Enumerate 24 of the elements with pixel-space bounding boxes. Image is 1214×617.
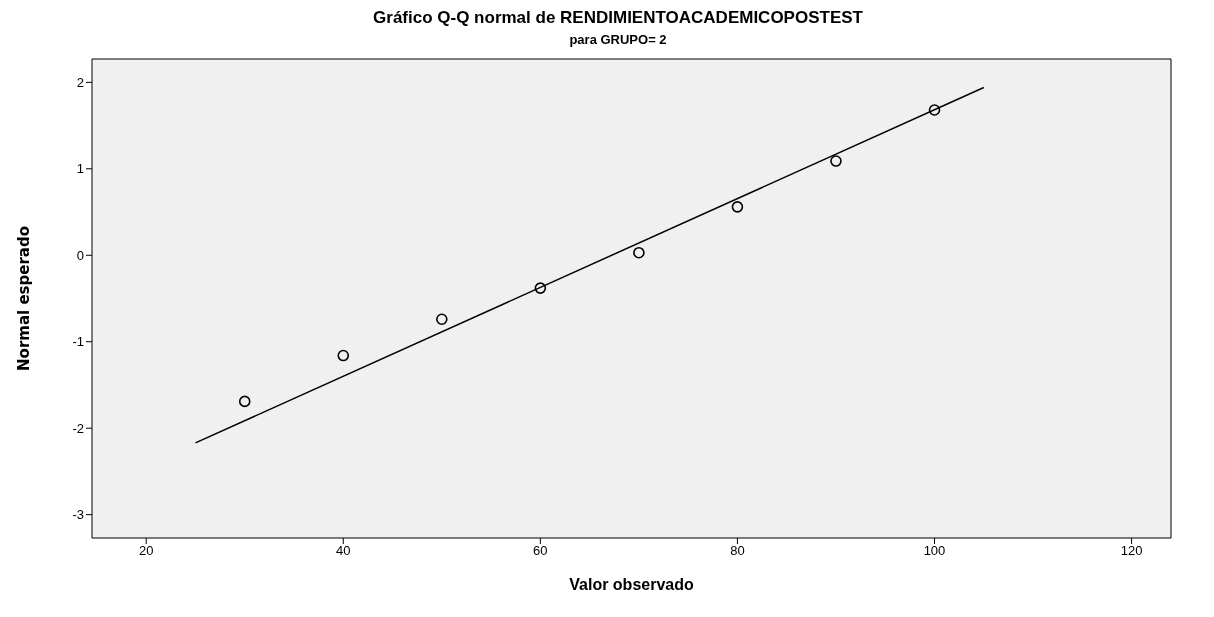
x-tick-label: 20 bbox=[138, 543, 154, 559]
point bbox=[534, 282, 547, 294]
point bbox=[238, 395, 251, 408]
x-tick-label: 120 bbox=[1120, 543, 1143, 559]
y-tick-label: -1 bbox=[72, 334, 84, 350]
x-tick-label: 60 bbox=[533, 543, 548, 559]
point bbox=[928, 104, 941, 116]
y-tick-label: 2 bbox=[76, 74, 84, 90]
y-tick-label: -2 bbox=[72, 420, 84, 436]
chart-subtitle: para GRUPO= 2 bbox=[568, 32, 668, 48]
point bbox=[436, 313, 448, 326]
y-tick-label: -3 bbox=[72, 507, 84, 523]
x-tick-label: 100 bbox=[923, 543, 946, 559]
chart-title: Gráfico Q-Q normal de RENDIMIENTOACADEMICOPOSTEST bbox=[372, 8, 864, 29]
x-tick-label: 80 bbox=[730, 543, 745, 559]
y-tick-label: 0 bbox=[76, 247, 84, 263]
point bbox=[633, 246, 645, 259]
point bbox=[830, 155, 842, 167]
point bbox=[731, 201, 744, 213]
y-axis-title: Normal esperado bbox=[15, 226, 34, 371]
y-tick-label: 1 bbox=[76, 161, 84, 177]
x-axis-title: Valor observado bbox=[569, 576, 694, 593]
x-tick-label: 40 bbox=[336, 543, 351, 559]
point bbox=[337, 349, 350, 362]
